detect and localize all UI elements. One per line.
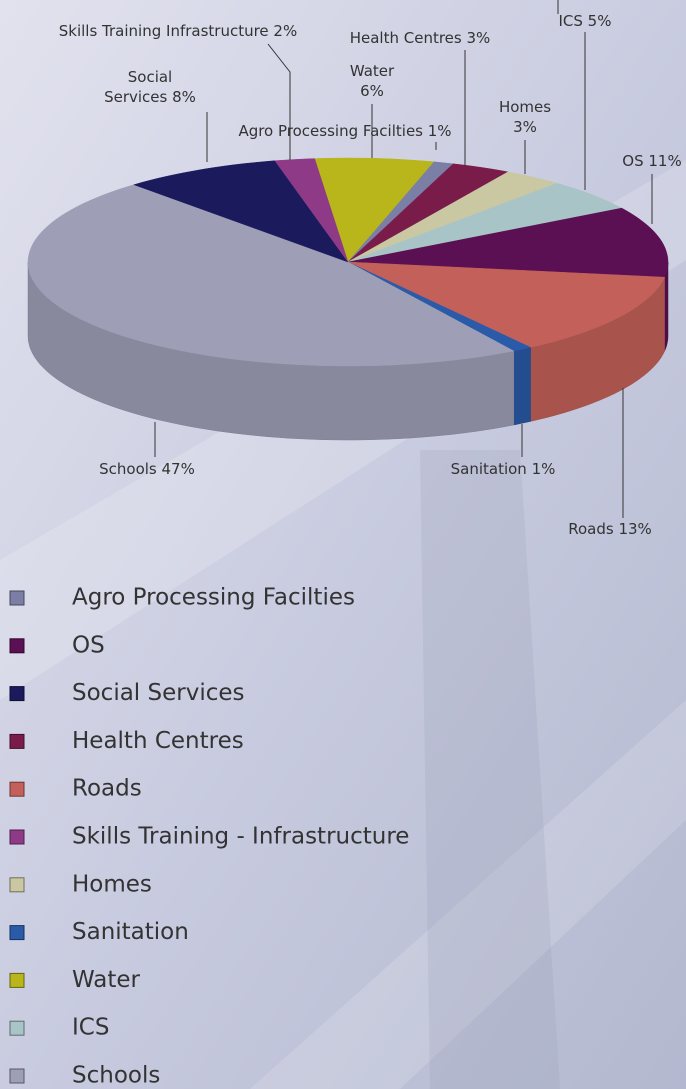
slice-label: Social Services 8% — [104, 68, 196, 106]
slice-label: OS 11% — [622, 152, 681, 170]
legend-label: OS — [72, 632, 105, 658]
slice-label: ICS 5% — [559, 12, 612, 30]
background-streak — [250, 700, 686, 1089]
legend-label: Skills Training - Infrastructure — [72, 824, 409, 850]
pie — [27, 157, 669, 441]
legend-label: Homes — [72, 871, 152, 897]
legend-label: Schools — [72, 1063, 160, 1089]
slice — [347, 207, 669, 278]
slice-label: Agro Processing Facilties 1% — [238, 122, 451, 140]
legend-label: Social Services — [72, 680, 245, 706]
legend-label: Sanitation — [72, 919, 189, 945]
legend-label: Agro Processing Facilties — [72, 585, 355, 611]
slice — [274, 158, 349, 263]
legend-label: ICS — [72, 1015, 109, 1041]
legend-label: Roads — [72, 776, 142, 802]
slice — [347, 183, 623, 263]
legend-swatch — [9, 972, 25, 988]
background-shadow — [420, 450, 560, 1089]
legend-swatch — [9, 733, 25, 749]
slice-label: Health Centres 3% — [350, 29, 491, 47]
legend-swatch — [9, 590, 25, 606]
legend-swatch — [9, 1068, 25, 1084]
slice-label: Schools 47% — [99, 460, 195, 478]
slice — [314, 157, 435, 263]
legend-label: Water — [72, 967, 141, 993]
leader-line — [267, 43, 291, 160]
legend-swatch — [9, 1020, 25, 1036]
legend: Agro Processing Facilties OS Social Servic… — [9, 585, 409, 1089]
legend-swatch — [9, 638, 25, 654]
legend-label: Health Centres — [72, 728, 244, 754]
legend-swatch — [9, 686, 25, 702]
slice — [133, 160, 349, 263]
slice-label: Homes 3% — [499, 98, 551, 136]
slice-label: Skills Training Infrastructure 2% — [59, 22, 297, 40]
slice-label: Roads 13% — [568, 520, 652, 538]
slice-label: Sanitation 1% — [451, 460, 556, 478]
slice — [347, 171, 558, 263]
legend-swatch — [9, 781, 25, 797]
legend-swatch — [9, 877, 25, 893]
slice-side — [513, 347, 531, 426]
slice-label: Water 6% — [350, 62, 395, 100]
slice — [347, 163, 509, 263]
slice-labels: Agro Processing Facilties 1% OS 11% Social… — [59, 0, 682, 538]
legend-swatch — [9, 925, 25, 941]
legend-swatch — [9, 829, 25, 845]
slice — [347, 261, 665, 348]
slice — [27, 184, 515, 367]
